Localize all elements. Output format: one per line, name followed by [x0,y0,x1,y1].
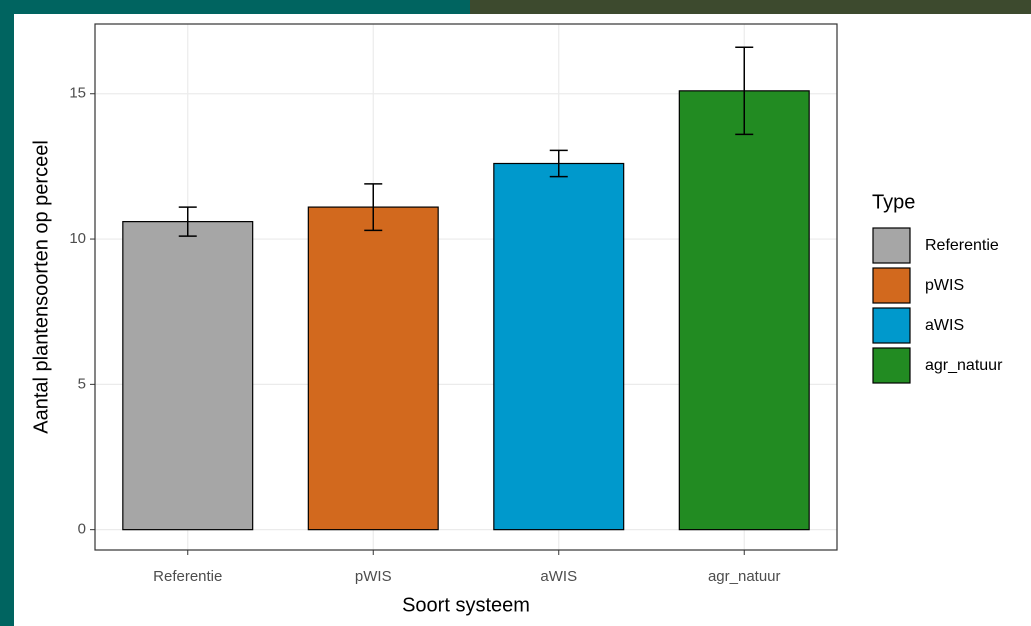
legend-key [872,227,911,264]
bar [122,221,254,531]
error-bar [549,149,568,178]
legend-label: agr_natuur [925,357,1003,374]
x-tick-label: pWIS [355,568,392,585]
y-tick-label: 0 [78,521,86,538]
y-tick-label: 5 [78,375,86,392]
error-bar [178,206,197,237]
bar [678,90,810,531]
y-axis-title: Aantal plantensoorten op perceel [30,140,52,434]
legend-title: Type [872,191,915,213]
bar [307,206,439,531]
x-tick-label: Referentie [153,568,222,585]
x-tick-label: agr_natuur [708,568,781,585]
bar [493,162,625,531]
legend-key [872,307,911,344]
error-bar [364,183,383,232]
legend-label: Referentie [925,237,999,254]
legend-label: pWIS [925,277,964,294]
legend-key [872,347,911,384]
legend-key [872,267,911,304]
x-tick-label: aWIS [540,568,577,585]
background-photo [470,0,1031,14]
legend-label: aWIS [925,317,964,334]
x-axis-title: Soort systeem [402,594,530,616]
error-bar [735,46,754,136]
plot-border [94,23,838,551]
y-tick-label: 10 [69,230,86,247]
y-tick-label: 15 [69,85,86,102]
